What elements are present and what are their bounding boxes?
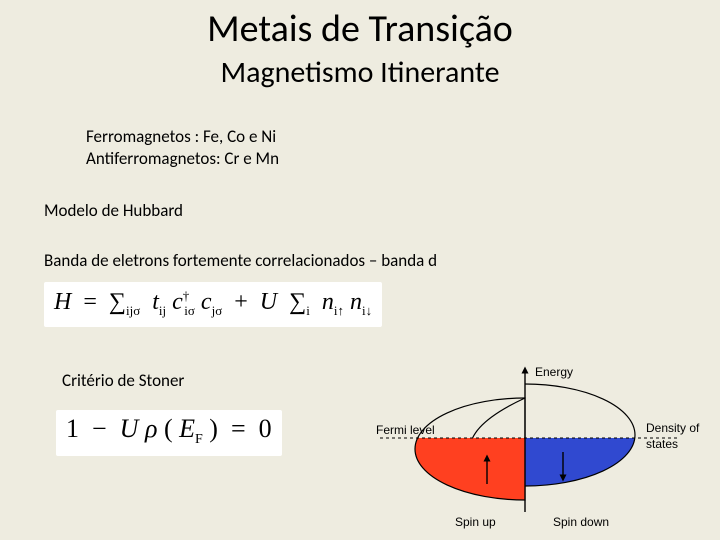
symbol-t: t bbox=[152, 289, 159, 315]
spin-up-label: Spin up bbox=[455, 515, 496, 529]
stoner-one: 1 bbox=[66, 414, 79, 443]
symbol-n1: n bbox=[322, 289, 334, 315]
cdag-subscript: iσ bbox=[184, 303, 195, 318]
symbol-plus: + bbox=[234, 289, 248, 315]
bullet-ferromagnets: Ferromagnetos : Fe, Co e Ni bbox=[86, 126, 279, 148]
energy-axis-label: Energy bbox=[535, 366, 573, 379]
fermi-level-label: Fermi level bbox=[376, 423, 435, 437]
symbol-cdag: c bbox=[172, 289, 183, 315]
sum2-subscript: i bbox=[306, 303, 310, 318]
stoner-U: U bbox=[120, 414, 139, 443]
hubbard-hamiltonian: H = ∑ijσ tij c†iσ cjσ + U ∑i ni↑ ni↓ bbox=[44, 282, 382, 327]
symbol-sum2: ∑ bbox=[289, 289, 306, 315]
stoner-eq: = bbox=[231, 414, 246, 443]
spin-down-label: Spin down bbox=[553, 515, 609, 529]
stoner-rho: ρ bbox=[145, 414, 157, 443]
cdag-superscript: † bbox=[183, 288, 190, 303]
stoner-rparen: ) bbox=[209, 414, 218, 443]
stoner-minus: − bbox=[92, 414, 107, 443]
stoner-lparen: ( bbox=[164, 414, 173, 443]
symbol-sum1: ∑ bbox=[109, 289, 126, 315]
stoner-zero: 0 bbox=[259, 414, 272, 443]
bullets-block: Ferromagnetos : Fe, Co e Ni Antiferromag… bbox=[86, 126, 279, 170]
sum1-subscript: ijσ bbox=[126, 303, 140, 318]
dos-axis-label2: states bbox=[646, 437, 678, 451]
n2-subscript: i↓ bbox=[362, 303, 372, 318]
dos-axis-label: Density of bbox=[646, 421, 700, 435]
stoner-F: F bbox=[195, 432, 203, 447]
symbol-U: U bbox=[260, 289, 277, 315]
spin-up-filled bbox=[415, 438, 525, 500]
hubbard-heading: Modelo de Hubbard bbox=[44, 200, 183, 221]
symbol-H: H bbox=[54, 289, 71, 315]
stoner-label: Critério de Stoner bbox=[62, 370, 184, 391]
n1-subscript: i↑ bbox=[334, 303, 344, 318]
c-subscript: jσ bbox=[212, 303, 223, 318]
slide-subtitle: Magnetismo Itinerante bbox=[0, 54, 720, 91]
band-text: Banda de eletrons fortemente correlacion… bbox=[44, 250, 437, 271]
symbol-c: c bbox=[201, 289, 212, 315]
dos-diagram: Energy Fermi level Density of states Spin up… bbox=[370, 366, 700, 536]
bullet-antiferromagnets: Antiferromagnetos: Cr e Mn bbox=[86, 148, 279, 170]
stoner-equation: 1 − U ρ ( EF ) = 0 bbox=[56, 410, 282, 456]
slide-title: Metais de Transição bbox=[0, 6, 720, 52]
symbol-equals: = bbox=[83, 289, 97, 315]
t-subscript: ij bbox=[159, 303, 166, 318]
symbol-n2: n bbox=[350, 289, 362, 315]
stoner-E: E bbox=[179, 414, 195, 443]
